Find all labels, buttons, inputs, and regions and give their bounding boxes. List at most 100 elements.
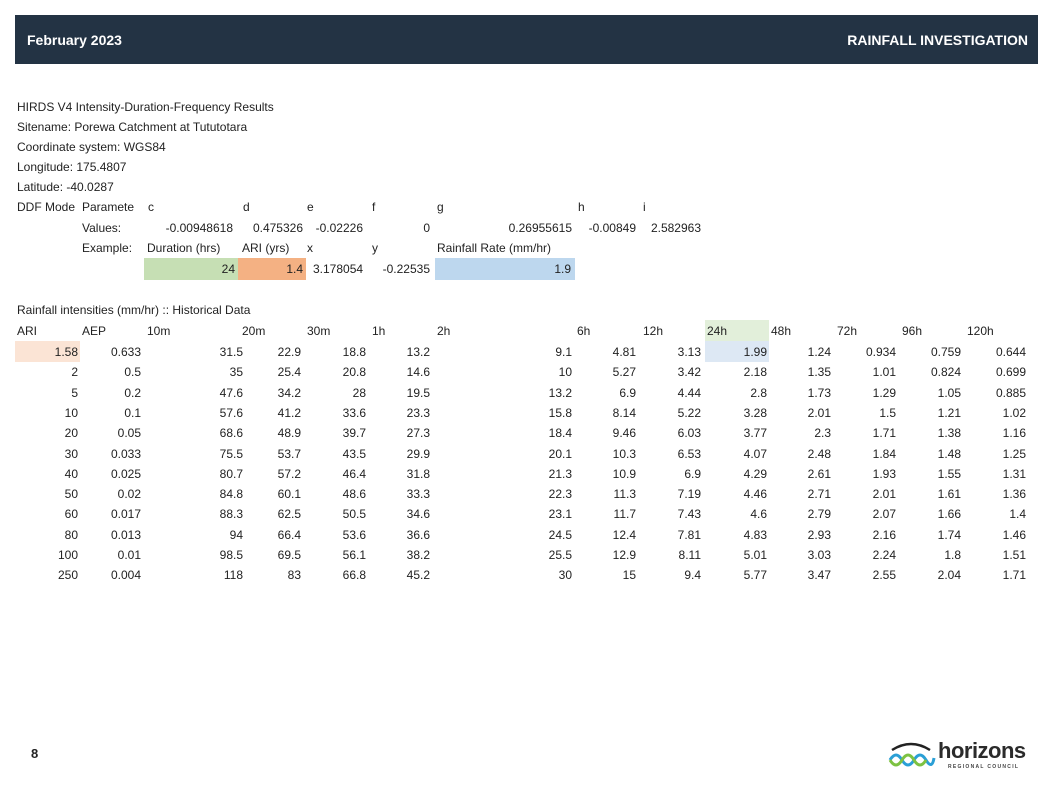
table-cell: 0.033: [110, 446, 141, 461]
rainfall-rate-cell: [435, 258, 575, 280]
logo-subtext: REGIONAL COUNCIL: [948, 764, 1020, 770]
table-cell: 98.5: [219, 548, 243, 562]
table-cell: 5.77: [743, 568, 767, 583]
table-cell: 1.05: [937, 385, 961, 400]
table-cell: 45.2: [406, 568, 430, 583]
table-cell: 1.99: [743, 345, 767, 359]
table-cell: 30: [558, 568, 572, 583]
table-cell: 39.7: [342, 426, 366, 441]
example-label: Example:: [82, 241, 133, 255]
table-cell: 2.16: [872, 527, 896, 542]
table-cell: 38.2: [406, 548, 430, 562]
values-label: Values:: [82, 221, 122, 235]
table-cell: 10.9: [612, 466, 636, 481]
table-cell: 43.5: [342, 446, 366, 461]
table-cell: 84.8: [219, 487, 243, 502]
table-cell: 5.22: [677, 405, 701, 420]
table-cell: 66.8: [342, 568, 366, 583]
table-cell: 0.633: [110, 345, 141, 359]
param-value: -0.00849: [588, 221, 636, 235]
info-line: HIRDS V4 Intensity-Duration-Frequency Re…: [17, 100, 274, 114]
table-cell: 35: [229, 365, 243, 380]
table-cell: 10: [64, 405, 78, 420]
table-cell: 1.58: [54, 345, 78, 359]
table-cell: 1.66: [937, 507, 961, 522]
table-cell: 6.9: [684, 466, 701, 481]
table-cell: 1.73: [807, 385, 831, 400]
example-x: 3.178054: [313, 262, 364, 276]
table-cell: 4.81: [612, 345, 636, 359]
table-cell: 27.3: [406, 426, 430, 441]
param-value: 2.582963: [650, 221, 701, 235]
table-cell: 9.46: [612, 426, 636, 441]
param-value: 0.475326: [252, 221, 303, 235]
table-cell: 12.4: [612, 527, 636, 542]
table-cell: 0.013: [110, 527, 141, 542]
column-header: 30m: [307, 324, 331, 338]
table-cell: 34.6: [406, 507, 430, 522]
param-label: DDF Mode: [17, 200, 76, 214]
column-header: 6h: [577, 324, 591, 338]
table-cell: 1.31: [1002, 466, 1026, 481]
table-cell: 0.02: [117, 487, 141, 502]
table-cell: 1.71: [872, 426, 896, 441]
example-header: x: [307, 241, 313, 255]
table-cell: 41.2: [277, 405, 301, 420]
table-cell: 3.42: [677, 365, 701, 380]
table-cell: 1.74: [937, 527, 961, 542]
logo-text: horizons: [938, 738, 1026, 763]
table-cell: 57.6: [219, 405, 243, 420]
table-cell: 7.43: [677, 507, 701, 522]
table-cell: 80.7: [219, 466, 243, 481]
example-header: ARI (yrs): [242, 241, 290, 255]
ari-cell: [238, 258, 306, 280]
table-cell: 2.8: [750, 385, 767, 400]
example-ari: 1.4: [286, 262, 303, 276]
table-cell: 2.07: [872, 507, 896, 522]
table-cell: 2.79: [807, 507, 831, 522]
table-cell: 1.36: [1002, 487, 1026, 502]
table-cell: 1.93: [872, 466, 896, 481]
table-cell: 0.699: [995, 365, 1026, 380]
table-cell: 7.19: [677, 487, 701, 502]
table-cell: 9.4: [684, 568, 701, 583]
table-cell: 3.77: [743, 426, 767, 441]
table-cell: 11.3: [613, 487, 636, 502]
table-cell: 3.13: [677, 345, 701, 359]
table-cell: 22.3: [548, 487, 572, 502]
table-cell: 8.11: [678, 548, 701, 562]
table-cell: 9.1: [555, 345, 572, 359]
table-cell: 1.5: [879, 405, 896, 420]
table-cell: 18.4: [548, 426, 572, 441]
table-cell: 36.6: [406, 527, 430, 542]
table-cell: 0.017: [110, 507, 141, 522]
table-cell: 66.4: [277, 527, 301, 542]
horizons-wave-icon: [888, 742, 936, 767]
table-cell: 22.9: [277, 345, 301, 359]
table-cell: 0.824: [930, 365, 961, 380]
table-cell: 25.4: [277, 365, 301, 380]
horizons-logo: horizons REGIONAL COUNCIL: [886, 738, 1026, 775]
table-cell: 53.6: [342, 527, 366, 542]
table-cell: 20: [64, 426, 78, 441]
table-cell: 20.8: [342, 365, 366, 380]
column-header: 10m: [147, 324, 171, 338]
example-y: -0.22535: [382, 262, 430, 276]
table-cell: 83: [287, 568, 301, 583]
column-header: ARI: [17, 324, 38, 338]
table-cell: 75.5: [219, 446, 243, 461]
table-cell: 118: [223, 568, 243, 583]
table-cell: 24.5: [548, 527, 572, 542]
table-title: Rainfall intensities (mm/hr) :: Historic…: [17, 303, 251, 317]
table-cell: 62.5: [277, 507, 301, 522]
table-cell: 88.3: [219, 507, 243, 522]
duration-cell: [144, 258, 238, 280]
table-cell: 1.46: [1002, 527, 1026, 542]
header-title: RAINFALL INVESTIGATION: [847, 32, 1028, 48]
table-cell: 80: [64, 527, 78, 542]
table-cell: 19.5: [406, 385, 430, 400]
table-cell: 3.03: [807, 548, 831, 562]
table-cell: 10: [558, 365, 572, 380]
table-cell: 1.71: [1002, 568, 1026, 583]
table-cell: 1.48: [937, 446, 961, 461]
